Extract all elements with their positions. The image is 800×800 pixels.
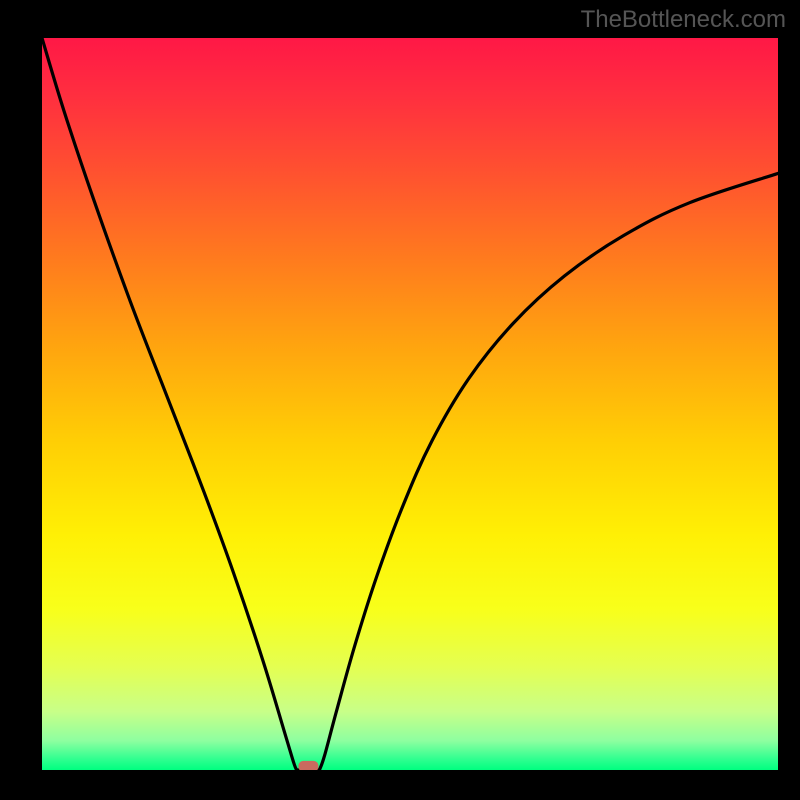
plot-background [42, 38, 778, 770]
chart-container: TheBottleneck.com [0, 0, 800, 800]
watermark-text: TheBottleneck.com [581, 6, 786, 34]
chart-svg [0, 0, 800, 800]
